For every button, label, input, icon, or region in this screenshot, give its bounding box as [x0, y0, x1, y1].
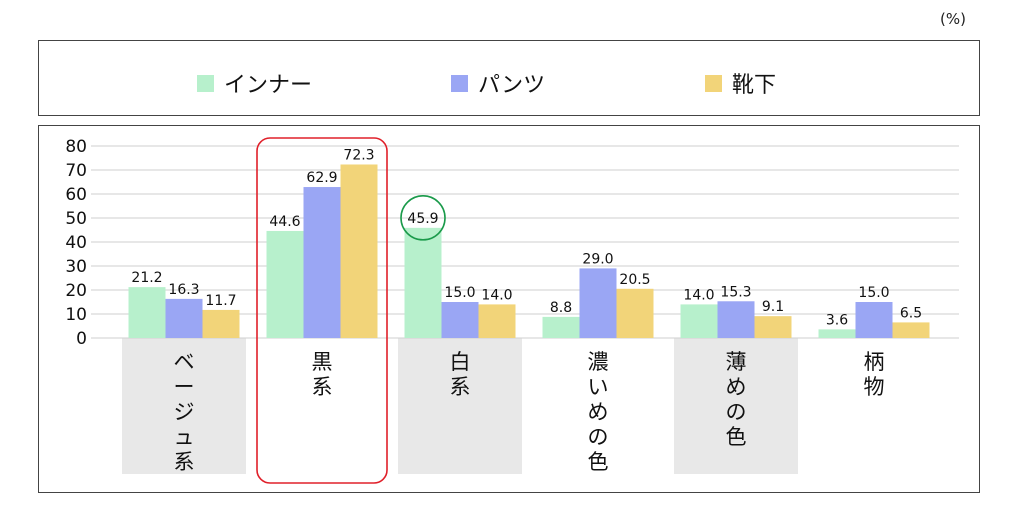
bar [165, 298, 203, 338]
data-label: 11.7 [205, 293, 236, 309]
bar [128, 287, 166, 338]
bar [680, 304, 718, 338]
legend-item-inner: インナー [197, 67, 312, 99]
bar-chart: 0 10 20 30 40 50 60 70 80 21.2 44.6 45.9 8.8 14.0 3.6 1… [65, 137, 959, 484]
category-bg-2 [398, 338, 522, 474]
bar [717, 301, 755, 338]
legend-label-socks: 靴下 [732, 73, 777, 98]
highlight-box [256, 137, 388, 484]
y-tick-label: 0 [76, 329, 87, 349]
legend-item-socks: 靴下 [705, 67, 776, 99]
category-bg-0 [122, 338, 246, 474]
legend-label-inner: インナー [224, 73, 313, 98]
bar [340, 164, 378, 338]
bar [441, 302, 479, 338]
y-tick-label: 20 [65, 281, 87, 301]
data-label: 29.0 [582, 251, 613, 267]
category-label: ベージュ系 [174, 350, 195, 474]
data-label: 45.9 [407, 211, 438, 227]
category-bg-4 [674, 338, 798, 474]
y-tick-label: 60 [65, 185, 87, 205]
data-label: 6.5 [900, 305, 922, 321]
category-label: 濃いめの色 [588, 350, 609, 474]
bar [404, 227, 442, 338]
category-label: 柄物 [864, 350, 885, 399]
data-label: 21.2 [131, 270, 162, 286]
y-tick-label: 30 [65, 257, 87, 277]
legend-swatch-socks [705, 74, 722, 92]
y-tick-label: 70 [65, 161, 87, 181]
bar [892, 322, 930, 338]
data-label: 72.3 [343, 147, 374, 163]
data-label: 44.6 [269, 214, 300, 230]
category-label: 黒系 [312, 350, 333, 399]
legend-label-pants: パンツ [478, 73, 546, 98]
y-tick-label: 50 [65, 209, 87, 229]
y-tick-label: 80 [65, 137, 87, 157]
data-label: 20.5 [619, 272, 650, 288]
legend-swatch-inner [197, 74, 214, 92]
highlight-circle [400, 195, 446, 241]
data-label: 14.0 [683, 287, 714, 303]
category-label: 薄めの色 [726, 350, 747, 449]
category-label: 白系 [450, 350, 471, 399]
bar [478, 304, 516, 338]
y-tick-label: 10 [65, 305, 87, 325]
bar [818, 329, 856, 338]
bar [202, 309, 240, 338]
data-label: 15.0 [444, 285, 475, 301]
bar [542, 316, 580, 338]
legend-swatch-pants [451, 74, 468, 92]
data-label: 15.0 [858, 285, 889, 301]
data-label: 15.3 [720, 284, 751, 300]
bar [855, 302, 893, 338]
bar [266, 230, 304, 338]
data-label: 9.1 [762, 299, 784, 315]
chart-panel: 0 10 20 30 40 50 60 70 80 21.2 44.6 45.9 8.8 14.0 3.6 1… [38, 125, 980, 493]
data-label: 14.0 [481, 287, 512, 303]
data-label: 8.8 [550, 300, 572, 316]
legend-item-pants: パンツ [451, 67, 545, 99]
data-label: 3.6 [826, 312, 848, 328]
bar [579, 268, 617, 338]
legend: インナー パンツ 靴下 [38, 40, 980, 116]
unit-label: (%) [940, 10, 966, 28]
y-tick-label: 40 [65, 233, 87, 253]
bar [616, 288, 654, 338]
data-label: 16.3 [168, 282, 199, 298]
bar [303, 187, 341, 338]
data-label: 62.9 [306, 170, 337, 186]
bar [754, 316, 792, 338]
